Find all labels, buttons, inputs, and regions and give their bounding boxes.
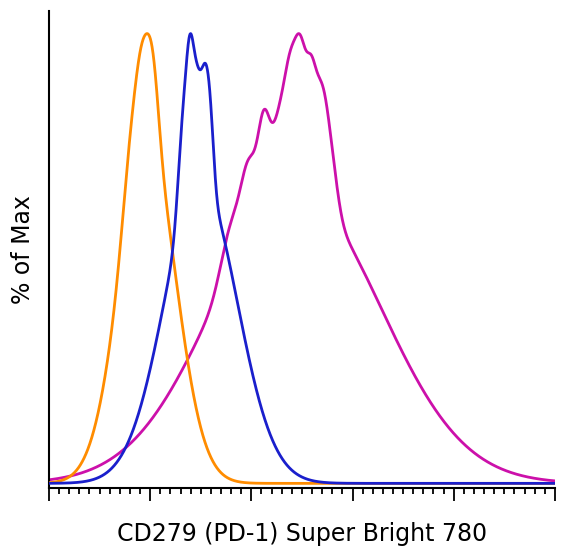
X-axis label: CD279 (PD-1) Super Bright 780: CD279 (PD-1) Super Bright 780 bbox=[117, 522, 487, 546]
Y-axis label: % of Max: % of Max bbox=[11, 195, 35, 304]
